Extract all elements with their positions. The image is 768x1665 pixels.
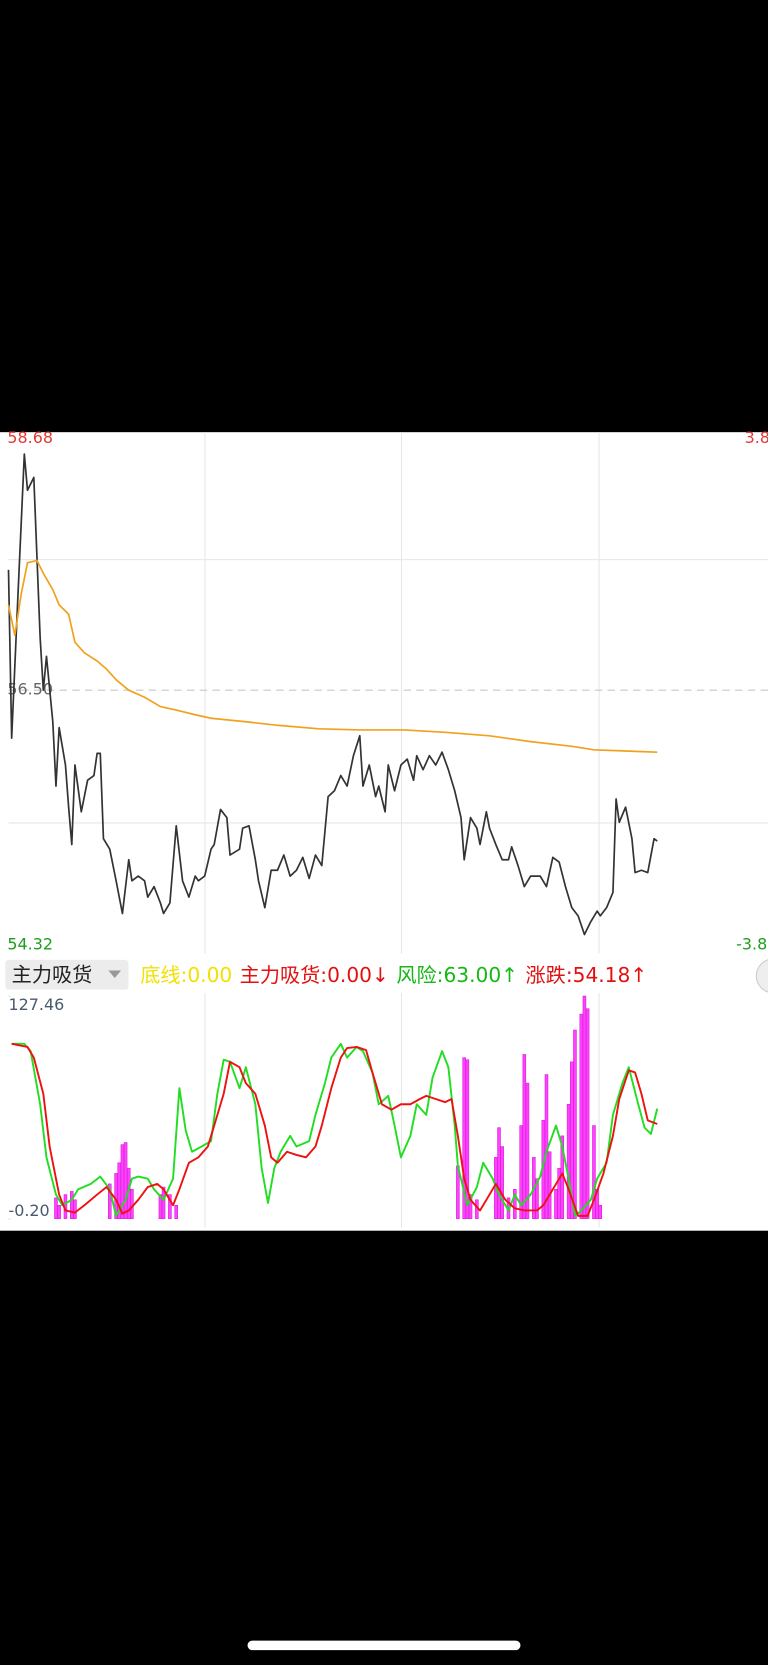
bar [500, 1146, 504, 1219]
price-line [7, 559, 658, 754]
bar [468, 1194, 473, 1219]
bar [592, 1125, 596, 1219]
bar [57, 1204, 61, 1219]
legend-sep: : [320, 962, 327, 986]
indicator-menu[interactable]: 主力吸货 [5, 959, 129, 990]
bar [108, 1183, 112, 1219]
legend-sep: : [181, 962, 188, 986]
legend-name: 主力吸货 [240, 962, 321, 986]
y-tick-label: 56.50 [7, 680, 53, 699]
legend-arrow: ↓ [372, 962, 389, 986]
legend-arrow: ↑ [501, 962, 518, 986]
legend-value-label: 0.00 [327, 962, 372, 986]
bar [168, 1194, 172, 1219]
chart-panel [0, 432, 768, 1231]
y-tick-label: 127.46 [8, 995, 64, 1014]
legend-sep: : [566, 962, 573, 986]
legend-name: 涨跌 [526, 962, 566, 986]
y-tick-label: 58.68 [7, 428, 53, 447]
bar [579, 1013, 584, 1219]
legend-arrow: ↑ [630, 962, 647, 986]
bar [582, 995, 587, 1219]
side-button[interactable] [755, 959, 768, 993]
legend-sep: : [437, 962, 444, 986]
legend-name: 风险 [396, 962, 436, 986]
bar [161, 1186, 166, 1219]
menu-label[interactable]: 主力吸货 [12, 962, 93, 986]
bar [513, 1189, 517, 1219]
legend: 底线:0.00 主力吸货:0.00↓ 风险:63.00↑ 涨跌:54.18↑ [140, 962, 647, 986]
bar [130, 1189, 134, 1219]
legend-value-label: 54.18 [573, 962, 631, 986]
bar [598, 1204, 603, 1219]
bar [547, 1151, 552, 1219]
home-indicator [247, 1640, 521, 1651]
bar [54, 1197, 58, 1219]
y2-tick-label: 3.8 [745, 428, 768, 447]
menu-arrow[interactable] [108, 970, 122, 978]
y-tick-label: -0.20 [8, 1201, 49, 1220]
indicator-line [11, 1042, 659, 1217]
bar [73, 1199, 77, 1219]
bar [525, 1082, 530, 1219]
legend-value-label: 63.00 [443, 962, 501, 986]
bar [174, 1204, 178, 1219]
y2-tick-label: -3.8 [736, 935, 767, 954]
bar [573, 1029, 577, 1219]
legend-value-label: 0.00 [187, 962, 232, 986]
price-line [7, 453, 658, 936]
bar [566, 1103, 571, 1219]
bar [123, 1142, 128, 1219]
menu-box[interactable] [5, 959, 129, 990]
y-tick-label: 54.32 [7, 935, 53, 954]
bar [465, 1059, 470, 1219]
legend-name: 底线 [140, 962, 180, 986]
bar [522, 1054, 527, 1219]
bar [535, 1178, 539, 1219]
indicator-line [11, 1042, 658, 1217]
bar [70, 1191, 74, 1219]
bar [497, 1127, 501, 1219]
bar [554, 1189, 558, 1219]
bar [585, 1008, 590, 1219]
